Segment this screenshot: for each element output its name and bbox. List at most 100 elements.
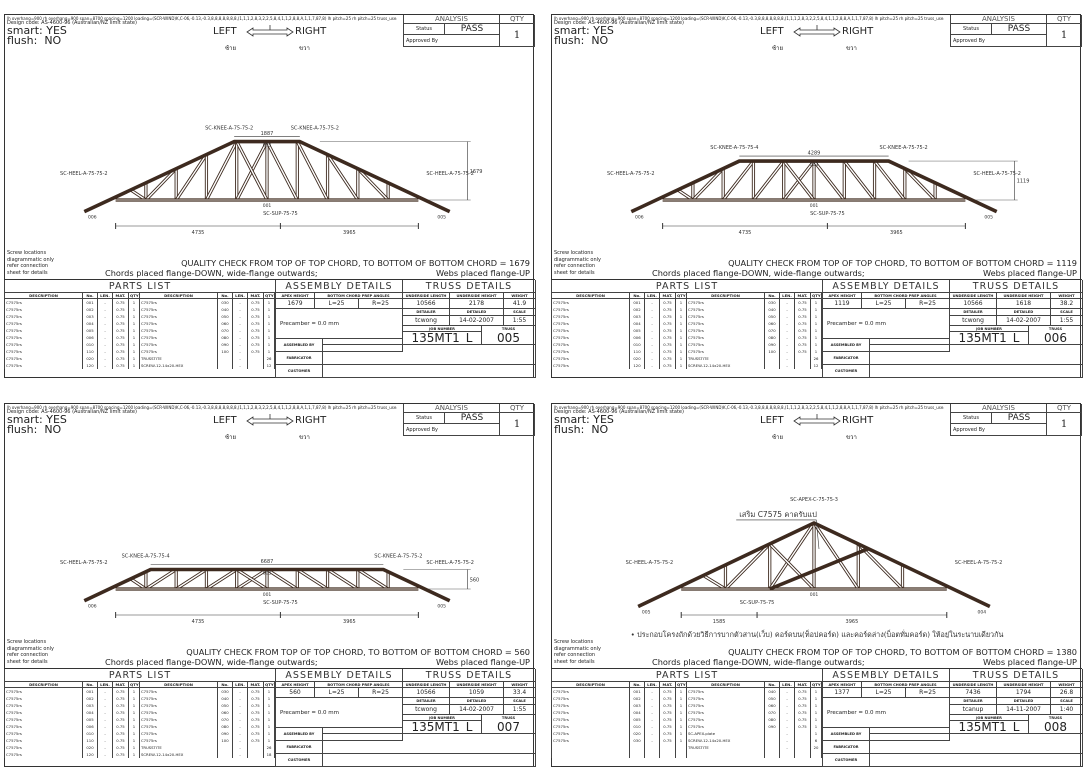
parts-cell: - — [644, 341, 660, 349]
customer-field[interactable] — [869, 753, 1083, 767]
customer-field[interactable] — [869, 364, 1083, 378]
parts-cell: 005 — [629, 326, 645, 334]
dimension-apex-height: 1679 — [470, 169, 483, 175]
parts-cell: C7575rs — [139, 312, 218, 320]
parts-cell: - — [97, 348, 113, 356]
parts-cell: 1 — [128, 348, 140, 356]
webs-note: Webs placed flange-UP — [982, 268, 1077, 278]
parts-cell: 1 — [675, 701, 687, 709]
parts-column-header: QTY — [675, 292, 687, 299]
parts-cell: 0.75 — [794, 701, 811, 709]
parts-cell: 1 — [263, 730, 275, 738]
parts-cell: 001 — [82, 687, 98, 695]
parts-cell: - — [97, 355, 113, 363]
parts-cell: - — [779, 730, 795, 738]
quality-check-value: 1380 — [1056, 647, 1077, 657]
parts-row: C7575rs 003-0.75 1 C7575rs 050-0.75 1 — [4, 312, 275, 320]
qty-value: 1 — [499, 412, 535, 436]
parts-cell: 002 — [82, 694, 98, 702]
parts-row: C7575rs 004-0.75 1 C7575rs 070-0.75 1 — [551, 708, 822, 716]
parts-cell: C7575rs — [686, 326, 765, 334]
dimension-right-span: 3965 — [343, 230, 356, 236]
parts-cell: SCREW-12-14x20-HEX — [686, 362, 765, 370]
fabricator-field[interactable] — [869, 733, 1083, 754]
parts-cell: 120 — [82, 751, 98, 759]
qty-value: 1 — [1046, 412, 1082, 436]
parts-row: C7575rs 120-0.75 1 SCREW-12-14x20-HEX -18 — [4, 751, 275, 759]
parts-cell: 1 — [810, 708, 822, 716]
parts-cell: 006 — [629, 333, 645, 342]
fabricator-field[interactable] — [322, 344, 536, 365]
parts-cell: 1 — [810, 305, 822, 313]
parts-cell: 0.75 — [659, 715, 676, 723]
parts-cell: 1 — [263, 722, 275, 731]
parts-cell: 1 — [263, 326, 275, 334]
parts-cell: TRUSSTITE — [686, 744, 765, 752]
parts-cell: - — [779, 333, 795, 342]
left-thai-label: ซ้าย — [772, 45, 783, 52]
parts-cell: 1 — [128, 715, 140, 723]
parts-cell: - — [232, 333, 248, 342]
truss-web-inner — [677, 189, 694, 201]
parts-cell: C7575rs — [4, 730, 83, 738]
truss-diagram: 4735 3965 SC-SUP-75-75 001 006 005 SC-HEEL-A-7… — [60, 126, 483, 236]
fabricator-field[interactable] — [322, 733, 536, 754]
truss-web-inner — [236, 568, 268, 590]
parts-cell: - — [97, 319, 113, 327]
dimension-left-span: 4735 — [739, 230, 752, 236]
assembled-by-label: ASSEMBLED BY — [275, 727, 323, 741]
parts-cell: C7575rs — [551, 326, 630, 334]
knee-right-label: SC-KNEE-A-75-75-2 — [291, 126, 339, 132]
parts-cell: 002 — [82, 305, 98, 313]
right-label: RIGHT — [842, 415, 874, 426]
parts-cell: 0.75 — [659, 701, 676, 709]
parts-cell: 1 — [675, 694, 687, 702]
parts-cell: 0.75 — [112, 737, 129, 745]
dimension-left-span: 4735 — [192, 619, 205, 625]
customer-field[interactable] — [322, 753, 536, 767]
parts-cell: 0.75 — [659, 341, 676, 349]
smart-label: smart: — [554, 413, 590, 426]
right-thai-label: ขวา — [299, 434, 310, 441]
parts-cell: - — [779, 319, 795, 327]
smart-row: smart: YES — [7, 25, 67, 36]
right-thai-label: ขวา — [846, 45, 857, 52]
fabricator-field[interactable] — [869, 344, 1083, 365]
parts-cell: 1 — [128, 722, 140, 731]
parts-cell: C7575rs — [686, 687, 765, 695]
parts-cell: C7575rs — [4, 715, 83, 723]
quality-check-label: QUALITY CHECK FROM TOP OF TOP CHORD, TO … — [728, 258, 1057, 268]
parts-cell: 0.75 — [112, 730, 129, 738]
design-code: Design code: AS-4600-96 (Australian/NZ l… — [554, 409, 684, 415]
parts-cell: 1 — [263, 298, 275, 306]
parts-cell: C7575rs — [551, 701, 630, 709]
parts-cell: 010 — [629, 722, 645, 731]
parts-cell: SCREW-12-14x20-HEX — [139, 751, 218, 759]
truss-panel: lh overhang=900 rh overhang=900 span=870… — [4, 14, 536, 378]
parts-cell: - — [97, 737, 113, 745]
parts-cell: 1 — [263, 319, 275, 327]
parts-cell — [644, 751, 660, 759]
heel-right-label: SC-HEEL-A-75-75-2 — [426, 560, 474, 566]
parts-cell: 080 — [764, 715, 780, 723]
parts-row: C7575rs 120-0.75 1 SCREW-12-14x20-HEX -12 — [4, 362, 275, 370]
parts-cell: 020 — [629, 730, 645, 738]
parts-cell: 1 — [263, 312, 275, 320]
parts-cell: 1 — [128, 305, 140, 313]
parts-row: C7575rs 110-0.75 1 C7575rs 100-0.75 1 — [551, 348, 822, 356]
member-label-right-tail: 005 — [984, 215, 993, 221]
member-label-top-chord: 003 — [810, 162, 819, 168]
parts-cell — [810, 751, 822, 759]
approved-by-field: Approved By — [403, 34, 500, 47]
truss-web-inner — [769, 522, 815, 590]
parts-cell: C7575rs — [686, 312, 765, 320]
details-area: PARTS LIST ASSEMBLY DETAILS TRUSS DETAIL… — [4, 668, 536, 768]
customer-field[interactable] — [322, 364, 536, 378]
chords-note: Chords placed flange-DOWN, wide-flange o… — [652, 657, 865, 667]
parts-cell: 004 — [629, 319, 645, 327]
parts-cell: - — [97, 730, 113, 738]
parts-cell: 0.75 — [112, 348, 129, 356]
parts-cell: 1 — [263, 687, 275, 695]
parts-cell: 1 — [128, 687, 140, 695]
parts-cell: 0.75 — [794, 326, 811, 334]
